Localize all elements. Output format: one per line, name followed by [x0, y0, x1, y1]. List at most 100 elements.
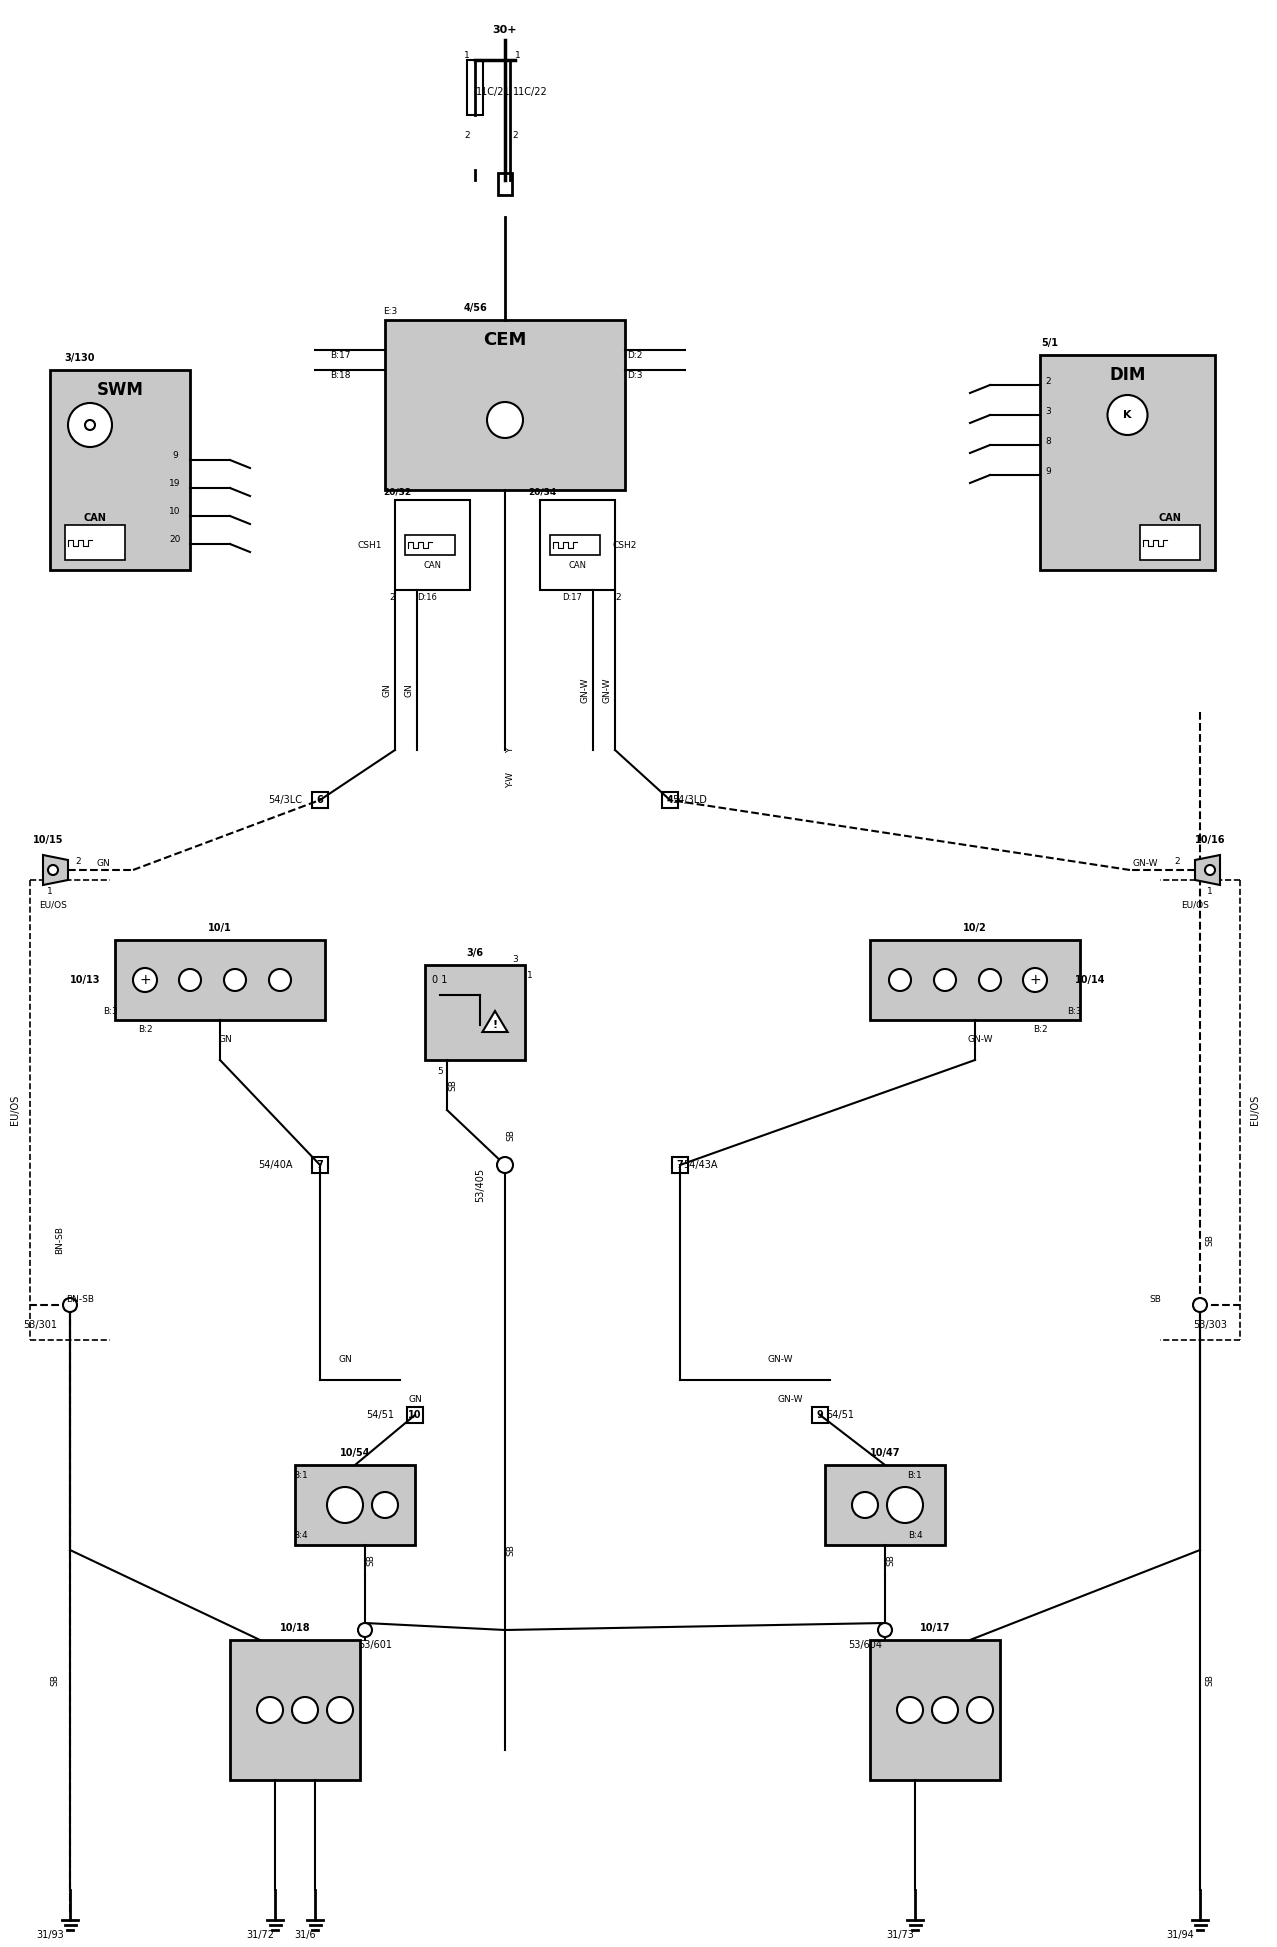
Text: 2: 2: [1174, 857, 1180, 866]
Text: 7: 7: [317, 1160, 323, 1170]
Text: 2: 2: [389, 594, 395, 602]
Text: B:1: B:1: [292, 1470, 308, 1480]
Text: 9: 9: [172, 450, 178, 459]
Text: 1: 1: [47, 888, 52, 896]
Text: B:2: B:2: [138, 1026, 152, 1034]
Text: CEM: CEM: [483, 331, 526, 349]
Text: 31/72: 31/72: [246, 1929, 275, 1939]
Bar: [50, 370, 190, 570]
Text: B:2: B:2: [1033, 1026, 1047, 1034]
Text: 5: 5: [437, 1067, 443, 1077]
Text: 4: 4: [667, 794, 673, 804]
Bar: [1039, 354, 1214, 570]
Text: 10/1: 10/1: [208, 923, 232, 933]
Text: 54/51: 54/51: [826, 1410, 854, 1419]
Text: SB: SB: [507, 1129, 516, 1141]
Text: SB: SB: [366, 1554, 375, 1565]
Circle shape: [63, 1299, 77, 1312]
Text: GN: GN: [405, 683, 414, 697]
Text: D:17: D:17: [563, 594, 582, 602]
Text: 19: 19: [170, 479, 181, 487]
Text: 2: 2: [75, 857, 80, 866]
Text: 2: 2: [1045, 376, 1051, 386]
Text: 53/405: 53/405: [475, 1168, 485, 1201]
Text: 10/13: 10/13: [70, 975, 101, 985]
Text: 11C/21: 11C/21: [476, 88, 511, 97]
Bar: [115, 940, 326, 1020]
Text: SB: SB: [886, 1554, 895, 1565]
Text: 10/16: 10/16: [1195, 835, 1225, 845]
Bar: [65, 526, 125, 561]
Text: 1: 1: [527, 970, 533, 979]
Text: K: K: [1124, 411, 1131, 421]
Text: CSH1: CSH1: [358, 541, 382, 549]
Text: 8: 8: [1045, 436, 1051, 446]
Text: 5/1: 5/1: [1042, 339, 1059, 349]
Text: +: +: [139, 974, 151, 987]
Text: B:3: B:3: [102, 1007, 117, 1016]
Text: 1: 1: [464, 51, 470, 60]
Text: 2: 2: [464, 130, 470, 140]
Bar: [230, 1639, 360, 1780]
Text: EU/OS: EU/OS: [1181, 901, 1209, 909]
Text: 10/54: 10/54: [340, 1449, 370, 1458]
Circle shape: [852, 1491, 879, 1519]
Text: DIM: DIM: [1110, 366, 1145, 384]
Text: EU/OS: EU/OS: [1250, 1094, 1260, 1125]
Bar: [395, 500, 470, 590]
Circle shape: [889, 970, 911, 991]
Circle shape: [933, 970, 956, 991]
Text: 31/94: 31/94: [1166, 1929, 1194, 1939]
Text: 54/40A: 54/40A: [258, 1160, 292, 1170]
Text: 31/6: 31/6: [294, 1929, 315, 1939]
Circle shape: [269, 970, 291, 991]
Circle shape: [1205, 864, 1214, 874]
Text: 3/6: 3/6: [466, 948, 484, 958]
Text: 1: 1: [1207, 888, 1213, 896]
Bar: [672, 1157, 688, 1172]
Text: GN-W: GN-W: [603, 678, 612, 703]
Text: 10: 10: [170, 506, 181, 516]
Circle shape: [932, 1698, 958, 1723]
Text: CAN: CAN: [83, 512, 106, 524]
Text: GN-W: GN-W: [778, 1396, 803, 1404]
Text: GN: GN: [96, 859, 110, 868]
Text: SWM: SWM: [97, 382, 143, 399]
Text: 7: 7: [677, 1160, 683, 1170]
Text: EU/OS: EU/OS: [40, 901, 66, 909]
Circle shape: [49, 864, 57, 874]
Text: GN: GN: [218, 1036, 232, 1044]
Bar: [467, 60, 483, 115]
Text: +: +: [1029, 974, 1041, 987]
Circle shape: [327, 1698, 352, 1723]
Text: GN-W: GN-W: [1133, 859, 1158, 868]
Text: CAN: CAN: [424, 561, 442, 570]
Text: SB: SB: [1205, 1674, 1214, 1686]
Text: SB: SB: [448, 1079, 457, 1090]
Circle shape: [223, 970, 246, 991]
Text: BN-SB: BN-SB: [66, 1295, 94, 1304]
Bar: [384, 319, 624, 491]
Text: 10/14: 10/14: [1075, 975, 1106, 985]
Circle shape: [372, 1491, 398, 1519]
Text: B:3: B:3: [1068, 1007, 1083, 1016]
Text: 31/73: 31/73: [886, 1929, 914, 1939]
Text: B:4: B:4: [908, 1530, 922, 1540]
Text: 10/2: 10/2: [963, 923, 987, 933]
Text: 9: 9: [816, 1410, 824, 1419]
Text: SB: SB: [51, 1674, 60, 1686]
Circle shape: [68, 403, 112, 448]
Circle shape: [967, 1698, 994, 1723]
Bar: [661, 792, 678, 808]
Circle shape: [179, 970, 200, 991]
Circle shape: [292, 1698, 318, 1723]
Polygon shape: [483, 1010, 507, 1032]
Text: BN-SB: BN-SB: [55, 1227, 65, 1254]
Circle shape: [257, 1698, 283, 1723]
Text: 1: 1: [515, 51, 521, 60]
Text: 31/93: 31/93: [36, 1929, 64, 1939]
Text: 0 1: 0 1: [433, 975, 448, 985]
Text: D:3: D:3: [627, 370, 642, 380]
Circle shape: [1023, 968, 1047, 993]
Text: 6: 6: [317, 794, 323, 804]
